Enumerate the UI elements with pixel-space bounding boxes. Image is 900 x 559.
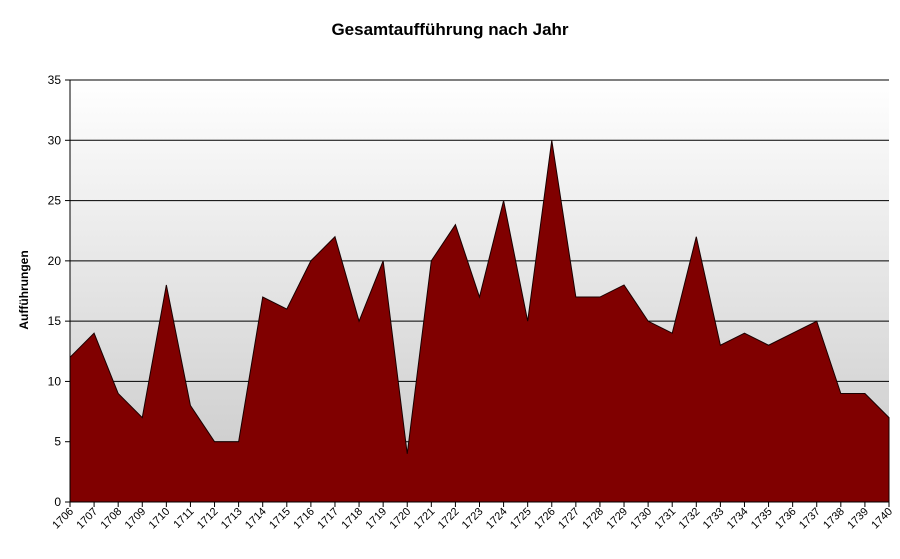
y-tick-label: 35 [48, 73, 62, 87]
y-tick-label: 30 [48, 133, 62, 147]
y-tick-label: 5 [54, 435, 61, 449]
y-tick-label: 25 [48, 194, 62, 208]
x-tick-label: 1727 [556, 506, 582, 532]
axes [69, 80, 890, 507]
x-tick-label: 1721 [412, 506, 438, 532]
x-tick-label: 1738 [821, 506, 847, 532]
x-tick-label: 1714 [243, 506, 269, 532]
x-tick-label: 1706 [50, 506, 76, 532]
x-tick-label: 1728 [580, 506, 606, 532]
y-tick-label: 0 [54, 495, 61, 509]
chart-title: Gesamtaufführung nach Jahr [331, 20, 569, 39]
x-tick-label: 1716 [291, 506, 317, 532]
x-tick-label: 1710 [147, 506, 173, 532]
x-tick-labels: 1706170717081709171017111712171317141715… [50, 506, 895, 532]
x-tick-label: 1715 [267, 506, 293, 532]
series-layer [69, 140, 890, 503]
x-tick-label: 1718 [339, 506, 365, 532]
x-tick-label: 1724 [484, 506, 510, 532]
x-tick-label: 1735 [749, 506, 775, 532]
x-tick-label: 1708 [98, 506, 124, 532]
x-tick-label: 1736 [773, 506, 799, 532]
area-series [69, 140, 890, 503]
x-tick-label: 1729 [604, 506, 630, 532]
y-tick-labels: 0 5 10 15 20 25 30 35 [48, 73, 62, 509]
x-tick-label: 1717 [315, 506, 341, 532]
x-tick-label: 1709 [123, 506, 149, 532]
x-tick-label: 1725 [508, 506, 534, 532]
y-tick-label: 15 [48, 314, 62, 328]
x-tick-label: 1720 [388, 506, 414, 532]
x-tick-label: 1740 [869, 506, 895, 532]
x-tick-label: 1737 [797, 506, 823, 532]
y-axis-title: Aufführungen [17, 250, 31, 329]
x-tick-label: 1739 [845, 506, 871, 532]
x-tick-label: 1707 [74, 506, 100, 532]
x-tick-label: 1719 [363, 506, 389, 532]
x-tick-label: 1733 [701, 506, 727, 532]
x-tick-label: 1711 [171, 506, 196, 531]
x-tick-label: 1713 [219, 506, 245, 532]
x-tick-label: 1722 [436, 506, 462, 532]
y-tick-label: 10 [48, 374, 62, 388]
y-tick-label: 20 [48, 254, 62, 268]
x-tick-label: 1723 [460, 506, 486, 532]
x-tick-label: 1731 [653, 506, 679, 532]
x-tick-label: 1732 [677, 506, 703, 532]
x-tick-label: 1730 [628, 506, 654, 532]
x-tick-label: 1712 [195, 506, 221, 532]
x-tick-label: 1726 [532, 506, 558, 532]
x-tick-label: 1734 [725, 506, 751, 532]
